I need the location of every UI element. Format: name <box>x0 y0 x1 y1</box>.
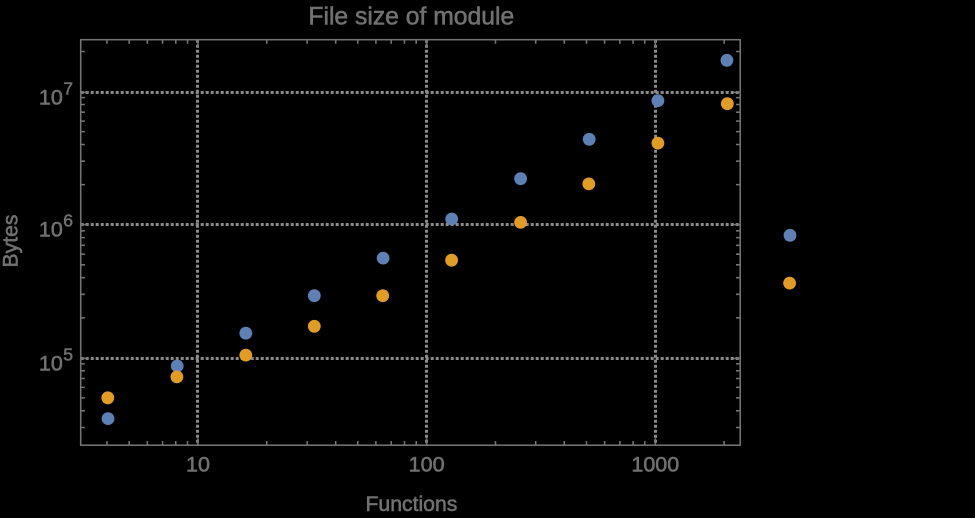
svg-text:5: 5 <box>63 344 73 364</box>
svg-text:Functions: Functions <box>365 493 457 513</box>
svg-text:File size of module: File size of module <box>308 4 514 31</box>
svg-text:10: 10 <box>186 452 210 476</box>
svg-text:100: 100 <box>409 452 445 476</box>
svg-text:6: 6 <box>63 211 73 231</box>
svg-text:10: 10 <box>39 85 63 109</box>
svg-text:10: 10 <box>39 218 63 242</box>
svg-text:1000: 1000 <box>631 452 679 476</box>
svg-text:Bytes: Bytes <box>0 215 22 268</box>
svg-text:7: 7 <box>63 78 73 98</box>
svg-text:10: 10 <box>39 351 63 375</box>
